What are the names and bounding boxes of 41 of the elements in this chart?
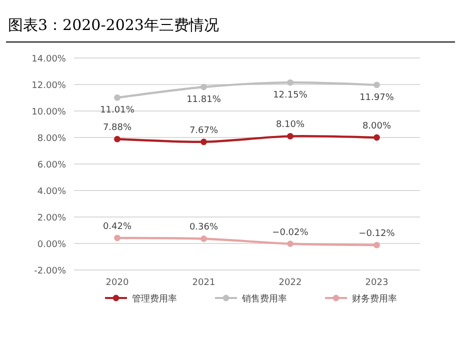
y-tick-label: 0.00% <box>37 240 66 250</box>
point <box>374 134 380 141</box>
y-tick-label: 6.00% <box>37 160 66 170</box>
y-tick-label: -2.00% <box>34 266 66 276</box>
legend-label: 销售费用率 <box>241 294 287 304</box>
legend-label: 管理费用率 <box>132 294 177 304</box>
point <box>374 82 380 88</box>
y-tick-label: 2.00% <box>37 214 66 224</box>
legend-label: 财务费用率 <box>352 294 397 304</box>
data-label: 7.88% <box>102 123 132 134</box>
data-label: −0.02% <box>272 228 309 238</box>
data-label: 0.42% <box>102 222 132 232</box>
point <box>287 79 294 86</box>
point <box>200 236 207 242</box>
data-label: 0.36% <box>189 222 218 233</box>
data-label: 8.00% <box>362 122 392 132</box>
chart-title: 图表3：2020-2023年三费情况 <box>8 16 219 34</box>
data-label: 11.97% <box>360 92 394 103</box>
y-tick-label: 10.00% <box>32 108 66 118</box>
data-label: 11.81% <box>186 95 222 106</box>
y-tick-label: 12.00% <box>32 81 66 91</box>
data-label: 8.10% <box>276 120 305 130</box>
x-tick-label: 2022 <box>278 278 302 288</box>
data-label: 11.01% <box>100 106 135 116</box>
point <box>287 132 294 140</box>
y-tick-label: 8.00% <box>37 134 66 144</box>
point <box>287 240 294 247</box>
x-tick-label: 2023 <box>365 278 388 288</box>
x-tick-label: 2020 <box>106 278 129 288</box>
point <box>114 94 120 101</box>
point <box>114 234 120 242</box>
y-tick-label: 4.00% <box>37 187 66 197</box>
data-label: 7.67% <box>189 126 218 136</box>
data-label: 12.15% <box>273 90 308 101</box>
point <box>200 84 207 90</box>
data-label: −0.12% <box>358 229 396 240</box>
point <box>200 138 207 146</box>
point <box>114 136 120 142</box>
y-tick-label: 14.00% <box>32 54 66 64</box>
x-tick-label: 2021 <box>192 278 216 288</box>
point <box>374 242 380 248</box>
